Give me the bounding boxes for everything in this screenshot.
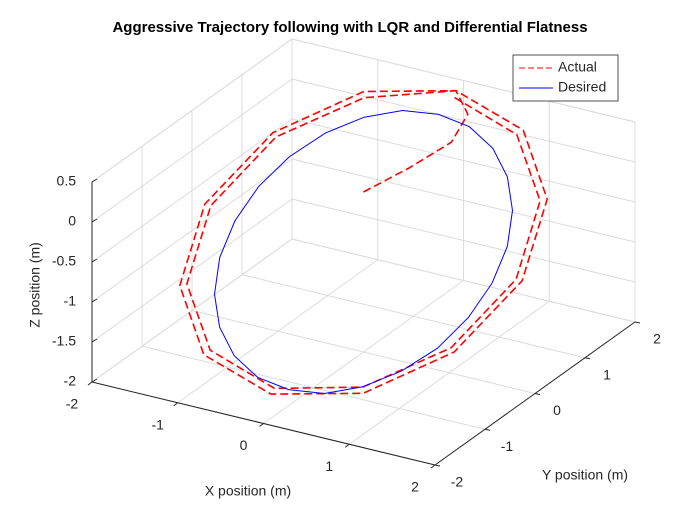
grid-line <box>91 158 293 303</box>
grid-line <box>291 118 636 203</box>
x-axis-label: X position (m) <box>205 483 291 499</box>
z-tick-label: -0.5 <box>52 253 76 269</box>
y-tick-label: 2 <box>653 331 661 347</box>
chart-title: Aggressive Trajectory following with LQR… <box>112 19 587 36</box>
x-tick <box>430 464 436 469</box>
y-tick-label: -2 <box>451 474 464 490</box>
grid-line <box>191 310 536 394</box>
y-tick-label: -1 <box>501 438 514 454</box>
z-tick-label: 0.5 <box>57 173 77 189</box>
grid-line <box>241 274 586 359</box>
grid-line <box>291 198 636 283</box>
legend-box <box>512 54 619 102</box>
x-tick-label: 2 <box>411 479 419 495</box>
z-tick-label: 0 <box>68 213 76 229</box>
grid-line <box>91 38 293 183</box>
grid-line <box>291 158 636 243</box>
z-tick <box>91 338 98 343</box>
grid-line <box>91 198 293 343</box>
z-tick-label: -2 <box>64 373 77 389</box>
z-tick <box>91 178 98 183</box>
grid-line <box>141 345 486 430</box>
x-tick-label: -2 <box>66 396 79 412</box>
x-tick-label: 1 <box>325 458 333 474</box>
grid-line <box>291 238 636 323</box>
z-tick-label: -1.5 <box>52 333 76 349</box>
legend-label: Actual <box>558 59 597 75</box>
y-tick-label: 1 <box>603 366 611 382</box>
y-tick <box>434 464 441 467</box>
y-axis-label: Y position (m) <box>542 467 628 483</box>
y-tick <box>584 357 591 360</box>
x-tick-label: 0 <box>240 437 248 453</box>
series-line <box>178 89 549 395</box>
series-line <box>213 109 514 395</box>
z-tick <box>91 298 98 303</box>
y-tick-label: 0 <box>553 402 561 418</box>
grid-line <box>91 118 293 263</box>
x-tick <box>259 423 264 427</box>
z-tick-label: -1 <box>64 293 77 309</box>
legend-label: Desired <box>558 79 606 95</box>
z-axis-label: Z position (m) <box>27 242 43 328</box>
z-tick <box>91 378 98 383</box>
grid-line <box>291 38 636 123</box>
y-tick <box>484 428 491 431</box>
y-tick <box>534 393 541 395</box>
x-tick <box>87 381 93 386</box>
y-tick <box>634 321 641 324</box>
x-tick <box>344 443 350 448</box>
z-tick <box>91 258 98 263</box>
grid-line <box>91 238 293 383</box>
x-tick <box>173 402 179 407</box>
grid-line <box>91 78 293 223</box>
z-tick <box>91 218 98 223</box>
x-tick-label: -1 <box>152 416 165 432</box>
